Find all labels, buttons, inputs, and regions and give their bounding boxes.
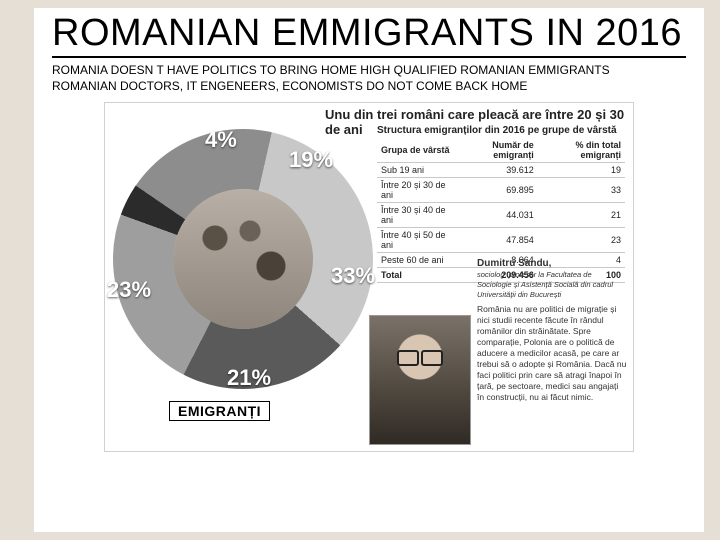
pie-slice-label: 4% xyxy=(205,127,237,153)
donut-chart: 4%19%33%21%23% xyxy=(113,129,373,389)
expert-quote-block: Dumitru Sandu, sociolog, profesor la Fac… xyxy=(369,257,627,445)
table-header-row: Grupa de vârstăNumăr de emigranți% din t… xyxy=(377,138,625,163)
expert-quote: Dumitru Sandu, sociolog, profesor la Fac… xyxy=(477,257,627,445)
pie-slice-label: 19% xyxy=(289,147,333,173)
donut-hole-photo xyxy=(173,189,313,329)
table-caption: Structura emigranților din 2016 pe grupe… xyxy=(377,125,625,138)
glasses-icon xyxy=(397,350,443,362)
airport-crowd-photo xyxy=(173,189,313,329)
expert-role: sociolog, profesor la Facultatea de Soci… xyxy=(477,270,627,299)
table-cell: 69.895 xyxy=(454,178,538,203)
table-cell: 33 xyxy=(538,178,625,203)
expert-portrait xyxy=(369,315,471,445)
slide: ROMANIAN EMMIGRANTS IN 2016 ROMANIA DOES… xyxy=(34,8,704,532)
page-title: ROMANIAN EMMIGRANTS IN 2016 xyxy=(52,14,686,58)
table-row: Între 20 și 30 de ani69.89533 xyxy=(377,178,625,203)
table-cell: 47.854 xyxy=(454,228,538,253)
table-cell: 19 xyxy=(538,163,625,178)
table-cell: 23 xyxy=(538,228,625,253)
subtitle: ROMANIA DOESN T HAVE POLITICS TO BRING H… xyxy=(52,62,686,94)
table-cell: Între 30 și 40 de ani xyxy=(377,203,454,228)
emigranti-badge: EMIGRANȚI xyxy=(169,401,270,421)
table-col-header: Număr de emigranți xyxy=(454,138,538,163)
table-col-header: % din total emigranți xyxy=(538,138,625,163)
news-clipping: Unu din trei români care pleacă are într… xyxy=(104,102,634,452)
table-row: Sub 19 ani39.61219 xyxy=(377,163,625,178)
expert-quote-text: România nu are politici de migrație și n… xyxy=(477,304,626,402)
table-cell: Sub 19 ani xyxy=(377,163,454,178)
pie-slice-label: 21% xyxy=(227,365,271,391)
table-cell: 21 xyxy=(538,203,625,228)
table-cell: 44.031 xyxy=(454,203,538,228)
table-cell: 39.612 xyxy=(454,163,538,178)
table-cell: Între 20 și 30 de ani xyxy=(377,178,454,203)
table-cell: Între 40 și 50 de ani xyxy=(377,228,454,253)
subtitle-line-2: ROMANIAN DOCTORS, IT ENGENEERS, ECONOMIS… xyxy=(52,79,527,93)
expert-name: Dumitru Sandu, xyxy=(477,257,627,270)
subtitle-line-1: ROMANIA DOESN T HAVE POLITICS TO BRING H… xyxy=(52,63,610,77)
table-row: Între 30 și 40 de ani44.03121 xyxy=(377,203,625,228)
pie-slice-label: 23% xyxy=(107,277,151,303)
table-row: Între 40 și 50 de ani47.85423 xyxy=(377,228,625,253)
table-col-header: Grupa de vârstă xyxy=(377,138,454,163)
